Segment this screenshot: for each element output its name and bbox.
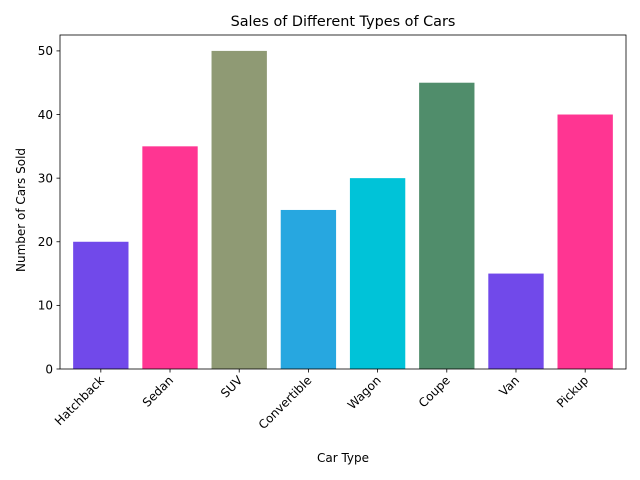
bar-suv	[211, 50, 267, 370]
bar-hatchback	[73, 241, 129, 369]
axes-frame	[59, 34, 627, 370]
y-tick-label: 0	[45, 362, 53, 376]
bar-wagon	[349, 178, 406, 369]
chart-title: Sales of Different Types of Cars	[231, 14, 456, 30]
y-tick-label: 30	[38, 171, 53, 185]
bar-sedan	[142, 146, 198, 369]
bar-coupe	[419, 82, 475, 369]
y-tick-label: 50	[38, 44, 53, 58]
y-tick-label: 40	[38, 108, 53, 122]
y-tick-label: 20	[38, 235, 53, 249]
y-tick-label: 10	[38, 299, 53, 313]
x-axis-label: Car Type	[317, 451, 369, 465]
bar-van	[488, 273, 544, 369]
bar-pickup	[557, 114, 613, 370]
y-axis-label: Number of Cars Sold	[14, 148, 28, 272]
bar-convertible	[280, 209, 337, 369]
